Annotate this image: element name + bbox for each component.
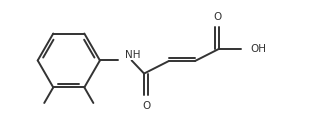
Text: NH: NH bbox=[125, 50, 141, 60]
Text: O: O bbox=[213, 12, 221, 21]
Text: OH: OH bbox=[250, 44, 267, 54]
Text: O: O bbox=[142, 101, 150, 111]
